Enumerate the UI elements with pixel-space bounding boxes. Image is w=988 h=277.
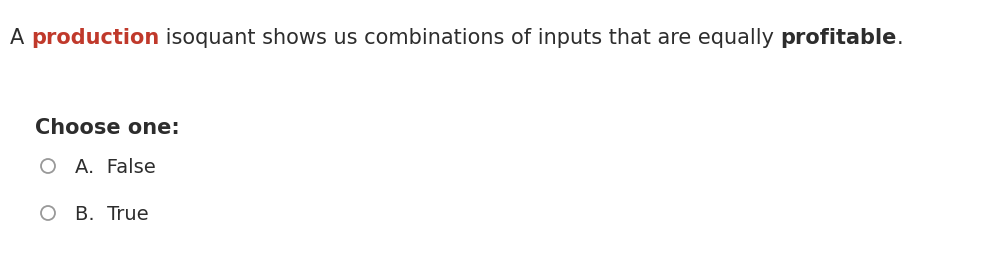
Text: production: production: [31, 28, 159, 48]
Text: A.  False: A. False: [75, 158, 156, 177]
Text: B.  True: B. True: [75, 205, 148, 224]
Text: profitable: profitable: [781, 28, 897, 48]
Text: .: .: [897, 28, 904, 48]
Text: Choose one:: Choose one:: [35, 118, 180, 138]
Text: A: A: [10, 28, 31, 48]
Text: isoquant shows us combinations of inputs that are equally: isoquant shows us combinations of inputs…: [159, 28, 781, 48]
